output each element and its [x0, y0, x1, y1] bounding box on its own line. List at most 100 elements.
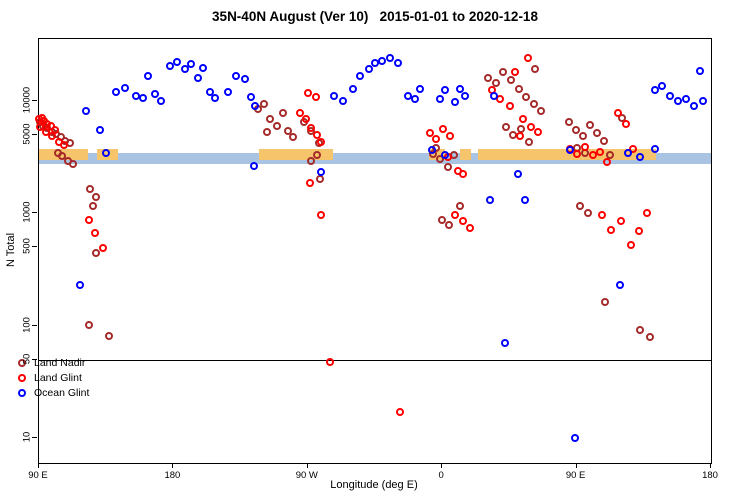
data-point	[432, 134, 441, 143]
data-point	[317, 210, 326, 219]
data-point	[150, 89, 159, 98]
legend-marker-icon	[18, 388, 26, 397]
data-point	[304, 88, 313, 97]
data-point	[436, 155, 445, 164]
data-point	[506, 102, 515, 111]
data-point	[446, 131, 455, 140]
surface-band-land-segment	[478, 148, 656, 160]
plot-area	[35, 38, 712, 464]
x-tick	[172, 463, 174, 468]
legend-label: Land Nadir	[34, 356, 86, 369]
data-point	[589, 151, 598, 160]
data-point	[312, 131, 321, 140]
data-point	[289, 133, 298, 142]
data-point	[312, 150, 321, 159]
data-point	[284, 126, 293, 135]
data-point	[501, 338, 510, 347]
data-point	[614, 109, 623, 118]
chart-title: 35N-40N August (Ver 10) 2015-01-01 to 20…	[212, 9, 538, 24]
data-point	[84, 215, 93, 224]
data-point	[240, 75, 249, 84]
data-point	[436, 94, 445, 103]
data-point	[394, 59, 403, 68]
data-point	[186, 60, 195, 69]
data-point	[416, 84, 425, 93]
data-point	[515, 84, 524, 93]
data-point	[441, 86, 450, 95]
data-point	[326, 358, 335, 367]
y-tick	[32, 246, 37, 248]
data-point	[571, 433, 580, 442]
data-point	[91, 248, 100, 257]
data-point	[364, 64, 373, 73]
legend-item-ocean-glint: Ocean Glint	[18, 385, 89, 400]
data-point	[461, 91, 470, 100]
data-point	[517, 124, 526, 133]
x-axis-title: Longitude (deg E)	[330, 479, 418, 491]
y-tick	[32, 324, 37, 326]
data-point	[278, 109, 287, 118]
data-point	[616, 280, 625, 289]
data-point	[600, 136, 609, 145]
data-point	[507, 76, 516, 85]
x-tick	[38, 463, 39, 468]
data-point	[47, 132, 56, 141]
data-point	[576, 202, 585, 211]
data-point	[121, 83, 130, 92]
y-tick	[32, 437, 37, 439]
data-point	[36, 123, 44, 132]
x-tick-label: 90 E	[565, 470, 586, 481]
data-point	[445, 221, 454, 230]
data-point	[666, 91, 675, 100]
data-point	[581, 142, 590, 151]
data-point	[180, 65, 189, 74]
data-point	[76, 280, 85, 289]
data-point	[522, 92, 531, 101]
data-point	[348, 84, 357, 93]
data-point	[456, 202, 465, 211]
data-point	[224, 87, 233, 96]
data-point	[194, 73, 203, 82]
data-point	[484, 74, 493, 83]
data-point	[646, 333, 655, 342]
data-point	[338, 96, 347, 105]
data-point	[601, 298, 610, 307]
data-point	[486, 196, 495, 205]
data-point	[636, 326, 645, 335]
data-point	[579, 132, 588, 141]
data-point	[516, 132, 525, 141]
data-point	[251, 101, 260, 110]
data-point	[438, 215, 447, 224]
data-point	[81, 106, 90, 115]
data-point	[492, 79, 501, 88]
data-point	[696, 66, 705, 75]
y-tick-label: 100	[21, 316, 33, 333]
data-point	[306, 178, 315, 187]
data-point	[316, 175, 325, 184]
data-point	[104, 331, 113, 340]
data-point	[266, 114, 275, 123]
x-tick-label: 180	[702, 470, 718, 481]
data-point	[593, 129, 602, 138]
legend: Land Nadir Land Glint Ocean Glint	[18, 355, 89, 400]
data-point	[371, 58, 380, 67]
data-point	[530, 99, 539, 108]
data-point	[651, 86, 660, 95]
data-point	[411, 94, 420, 103]
data-point	[440, 151, 449, 160]
y-tick	[32, 133, 37, 135]
data-point	[356, 71, 365, 80]
x-tick-label: 180	[164, 470, 181, 481]
data-point	[459, 217, 468, 226]
data-point	[525, 137, 534, 146]
x-tick	[710, 463, 711, 468]
data-point	[511, 68, 520, 77]
data-point	[198, 64, 207, 72]
data-point	[96, 125, 105, 134]
data-point	[260, 99, 269, 108]
data-point	[101, 149, 110, 158]
data-point	[262, 127, 271, 136]
data-point	[156, 96, 165, 105]
data-point	[439, 124, 448, 133]
